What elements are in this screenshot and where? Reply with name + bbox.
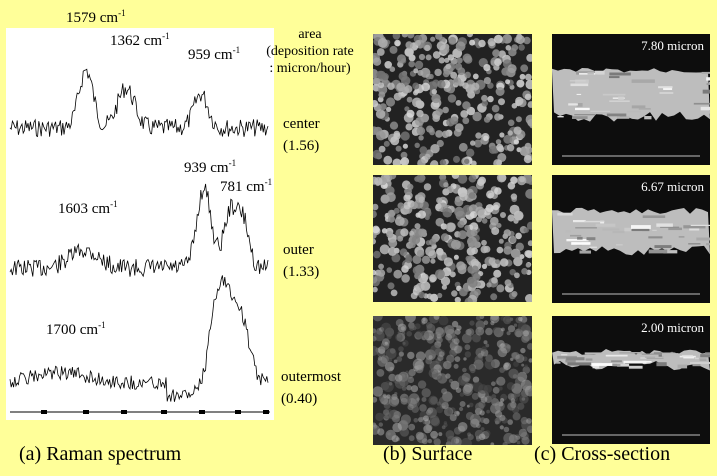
spectrum-outermost bbox=[9, 275, 269, 402]
area-name: center bbox=[283, 116, 320, 132]
raman-panel bbox=[6, 28, 274, 420]
surface-image-outermost bbox=[373, 316, 532, 445]
cross-section-texture bbox=[552, 207, 710, 295]
caption-raman: (a) Raman spectrum bbox=[19, 443, 182, 465]
spectrum-outer bbox=[9, 183, 269, 278]
peak-label-1362: 1362 cm-1 bbox=[110, 31, 170, 50]
legend-title: area (deposition rate : micron/hour) bbox=[250, 26, 370, 77]
legend-line-unit: : micron/hour) bbox=[269, 61, 351, 76]
surface-image-center bbox=[373, 34, 532, 165]
area-label-center: center (1.56) bbox=[283, 113, 320, 157]
x-axis-tick bbox=[83, 410, 89, 414]
area-rate: (1.56) bbox=[283, 138, 320, 154]
surface-texture bbox=[373, 175, 532, 302]
cross-section-image-outermost: 2.00 micron bbox=[552, 316, 710, 444]
cross-section-texture bbox=[552, 349, 710, 436]
thickness-label: 6.67 micron bbox=[641, 179, 704, 194]
raman-spectra-plot bbox=[9, 68, 270, 414]
caption-surface: (b) Surface bbox=[383, 443, 473, 465]
spectrum-center bbox=[9, 68, 269, 138]
thickness-label: 7.80 micron bbox=[641, 38, 704, 53]
x-axis-tick bbox=[263, 410, 269, 414]
area-name: outer bbox=[283, 242, 314, 258]
peak-label-781: 781 cm-1 bbox=[220, 177, 273, 196]
x-axis-tick bbox=[121, 410, 127, 414]
x-axis-tick bbox=[41, 410, 47, 414]
legend-line-area: area bbox=[298, 27, 322, 42]
area-label-outermost: outermost (0.40) bbox=[281, 366, 341, 410]
x-axis-tick bbox=[235, 410, 241, 414]
peak-label-1603: 1603 cm-1 bbox=[58, 199, 118, 218]
area-label-outer: outer (1.33) bbox=[283, 239, 319, 283]
surface-texture bbox=[373, 316, 532, 445]
peak-label-959: 959 cm-1 bbox=[188, 45, 241, 64]
cross-section-texture bbox=[552, 68, 710, 157]
thickness-label: 2.00 micron bbox=[641, 320, 704, 335]
surface-texture bbox=[373, 34, 532, 165]
x-axis-tick bbox=[161, 410, 167, 414]
legend-line-rate: (deposition rate bbox=[266, 44, 354, 59]
cross-section-image-center: 7.80 micron bbox=[552, 34, 710, 165]
peak-label-939: 939 cm-1 bbox=[184, 158, 237, 177]
area-rate: (0.40) bbox=[281, 391, 318, 407]
peak-label-1700: 1700 cm-1 bbox=[46, 320, 106, 339]
x-axis-tick bbox=[199, 410, 205, 414]
area-rate: (1.33) bbox=[283, 264, 320, 280]
cross-section-image-outer: 6.67 micron bbox=[552, 175, 710, 303]
caption-cross-section: (c) Cross-section bbox=[534, 443, 671, 465]
area-name: outermost bbox=[281, 369, 341, 385]
surface-image-outer bbox=[373, 175, 532, 302]
peak-label-1579: 1579 cm-1 bbox=[66, 8, 126, 27]
